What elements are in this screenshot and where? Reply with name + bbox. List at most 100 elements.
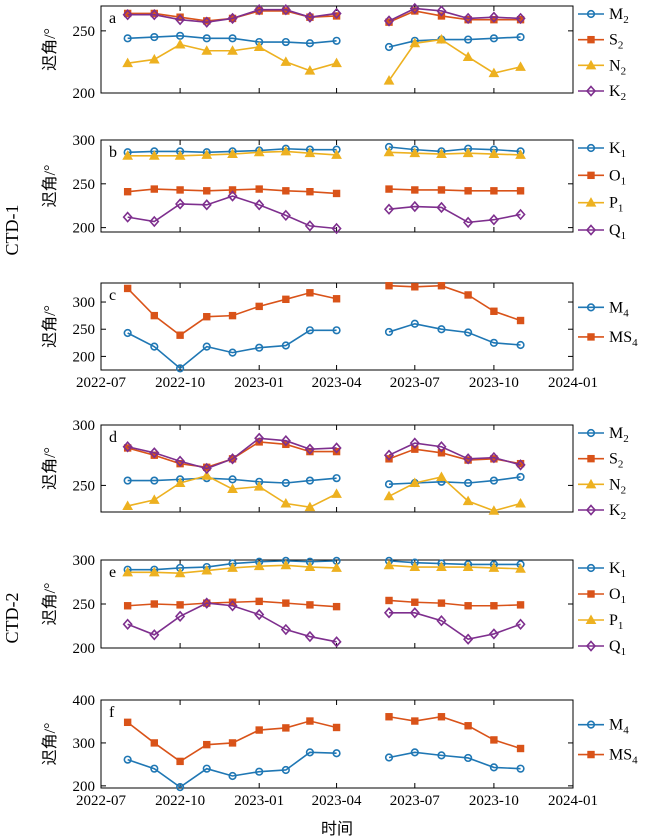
series-line xyxy=(388,38,521,82)
marker-square xyxy=(306,187,314,196)
marker-triangle xyxy=(122,57,134,68)
legend-entry-M4: M4 xyxy=(578,717,629,737)
marker-diamond xyxy=(122,441,133,453)
x-tick-label: 2023-01 xyxy=(234,375,284,391)
series-line xyxy=(388,10,521,23)
panel-a: 200 250 迟角/° a xyxy=(41,2,574,102)
marker-square xyxy=(437,186,446,194)
marker-square xyxy=(123,284,132,293)
marker-diamond xyxy=(331,442,342,454)
y-axis-label: 迟角/° xyxy=(41,447,59,490)
x-tick-label: 2023-10 xyxy=(469,375,519,391)
marker-diamond xyxy=(585,85,597,97)
marker-diamond xyxy=(254,199,265,211)
legend-label: K1 xyxy=(609,140,626,160)
series-line xyxy=(388,599,521,607)
legend-entry-K2: K2 xyxy=(578,502,626,522)
marker-diamond xyxy=(254,608,265,621)
marker-circle xyxy=(586,143,596,153)
marker-triangle xyxy=(488,67,500,78)
marker-triangle xyxy=(331,149,342,159)
marker-circle xyxy=(586,303,596,312)
legend-entry-K1: K1 xyxy=(578,560,626,580)
x-tick-label: 2022-10 xyxy=(155,793,205,809)
marker-diamond xyxy=(515,12,526,25)
marker-diamond xyxy=(488,628,499,640)
series-N2 xyxy=(122,470,526,515)
y-tick-label: 200 xyxy=(73,779,96,795)
marker-triangle xyxy=(174,567,186,578)
series-line xyxy=(388,284,521,322)
marker-square xyxy=(282,724,290,732)
y-tick-label: 300 xyxy=(73,418,96,434)
marker-diamond xyxy=(331,7,342,20)
marker-square xyxy=(587,35,595,44)
marker-diamond xyxy=(304,630,315,643)
marker-diamond xyxy=(585,640,597,652)
marker-diamond xyxy=(280,209,291,222)
marker-triangle xyxy=(462,147,474,158)
marker-triangle xyxy=(436,471,447,481)
y-tick-label: 300 xyxy=(73,553,96,569)
marker-triangle xyxy=(462,495,474,506)
legend-label: M4 xyxy=(609,717,629,737)
axes-box xyxy=(100,424,574,513)
marker-triangle xyxy=(122,500,134,510)
marker-circle xyxy=(202,342,211,351)
marker-triangle xyxy=(515,498,526,508)
marker-square xyxy=(123,187,132,196)
marker-circle xyxy=(332,326,341,335)
marker-square xyxy=(464,722,472,730)
marker-diamond xyxy=(383,203,395,215)
marker-triangle xyxy=(462,51,474,61)
series-MS4 xyxy=(123,282,525,339)
marker-triangle xyxy=(436,561,447,572)
marker-triangle xyxy=(331,57,342,68)
legend-entry-O1: O1 xyxy=(578,167,626,187)
marker-circle xyxy=(586,563,596,573)
legend-label: K2 xyxy=(609,83,626,103)
marker-square xyxy=(437,282,446,290)
marker-square xyxy=(228,739,237,747)
marker-diamond xyxy=(436,201,447,214)
marker-diamond xyxy=(280,623,291,636)
marker-square xyxy=(464,291,472,299)
legend-label: P1 xyxy=(609,612,623,632)
legend-label: S2 xyxy=(609,451,623,471)
marker-circle xyxy=(464,753,473,763)
marker-diamond xyxy=(383,607,395,619)
series-line xyxy=(388,188,521,192)
marker-circle xyxy=(175,364,185,373)
legend-entry-P1: P1 xyxy=(578,195,623,215)
panel-letter: c xyxy=(109,287,116,304)
marker-circle xyxy=(175,783,185,792)
series-line xyxy=(388,476,521,486)
marker-diamond xyxy=(409,437,420,449)
marker-square xyxy=(332,602,341,611)
marker-circle xyxy=(123,476,132,485)
marker-square xyxy=(411,598,419,606)
marker-triangle xyxy=(148,53,160,64)
marker-diamond xyxy=(227,600,238,612)
marker-triangle xyxy=(409,147,421,158)
series-line xyxy=(127,8,337,23)
marker-circle xyxy=(202,764,211,773)
marker-circle xyxy=(305,748,315,757)
series-MS4 xyxy=(123,713,525,766)
marker-triangle xyxy=(383,75,395,85)
marker-triangle xyxy=(383,146,395,157)
legend-entry-K1: K1 xyxy=(578,140,626,160)
marker-circle xyxy=(516,472,525,482)
marker-triangle xyxy=(585,478,597,489)
series-N2 xyxy=(122,34,526,85)
y-tick-label: 250 xyxy=(73,177,96,193)
legend-label: N2 xyxy=(609,476,626,496)
series-line xyxy=(127,437,337,470)
legend-entry-O1: O1 xyxy=(578,586,626,606)
y-tick-label: 400 xyxy=(73,693,96,709)
marker-triangle xyxy=(122,150,134,160)
series-line xyxy=(388,151,521,156)
marker-circle xyxy=(384,42,394,52)
marker-triangle xyxy=(227,562,238,572)
marker-triangle xyxy=(280,498,292,508)
